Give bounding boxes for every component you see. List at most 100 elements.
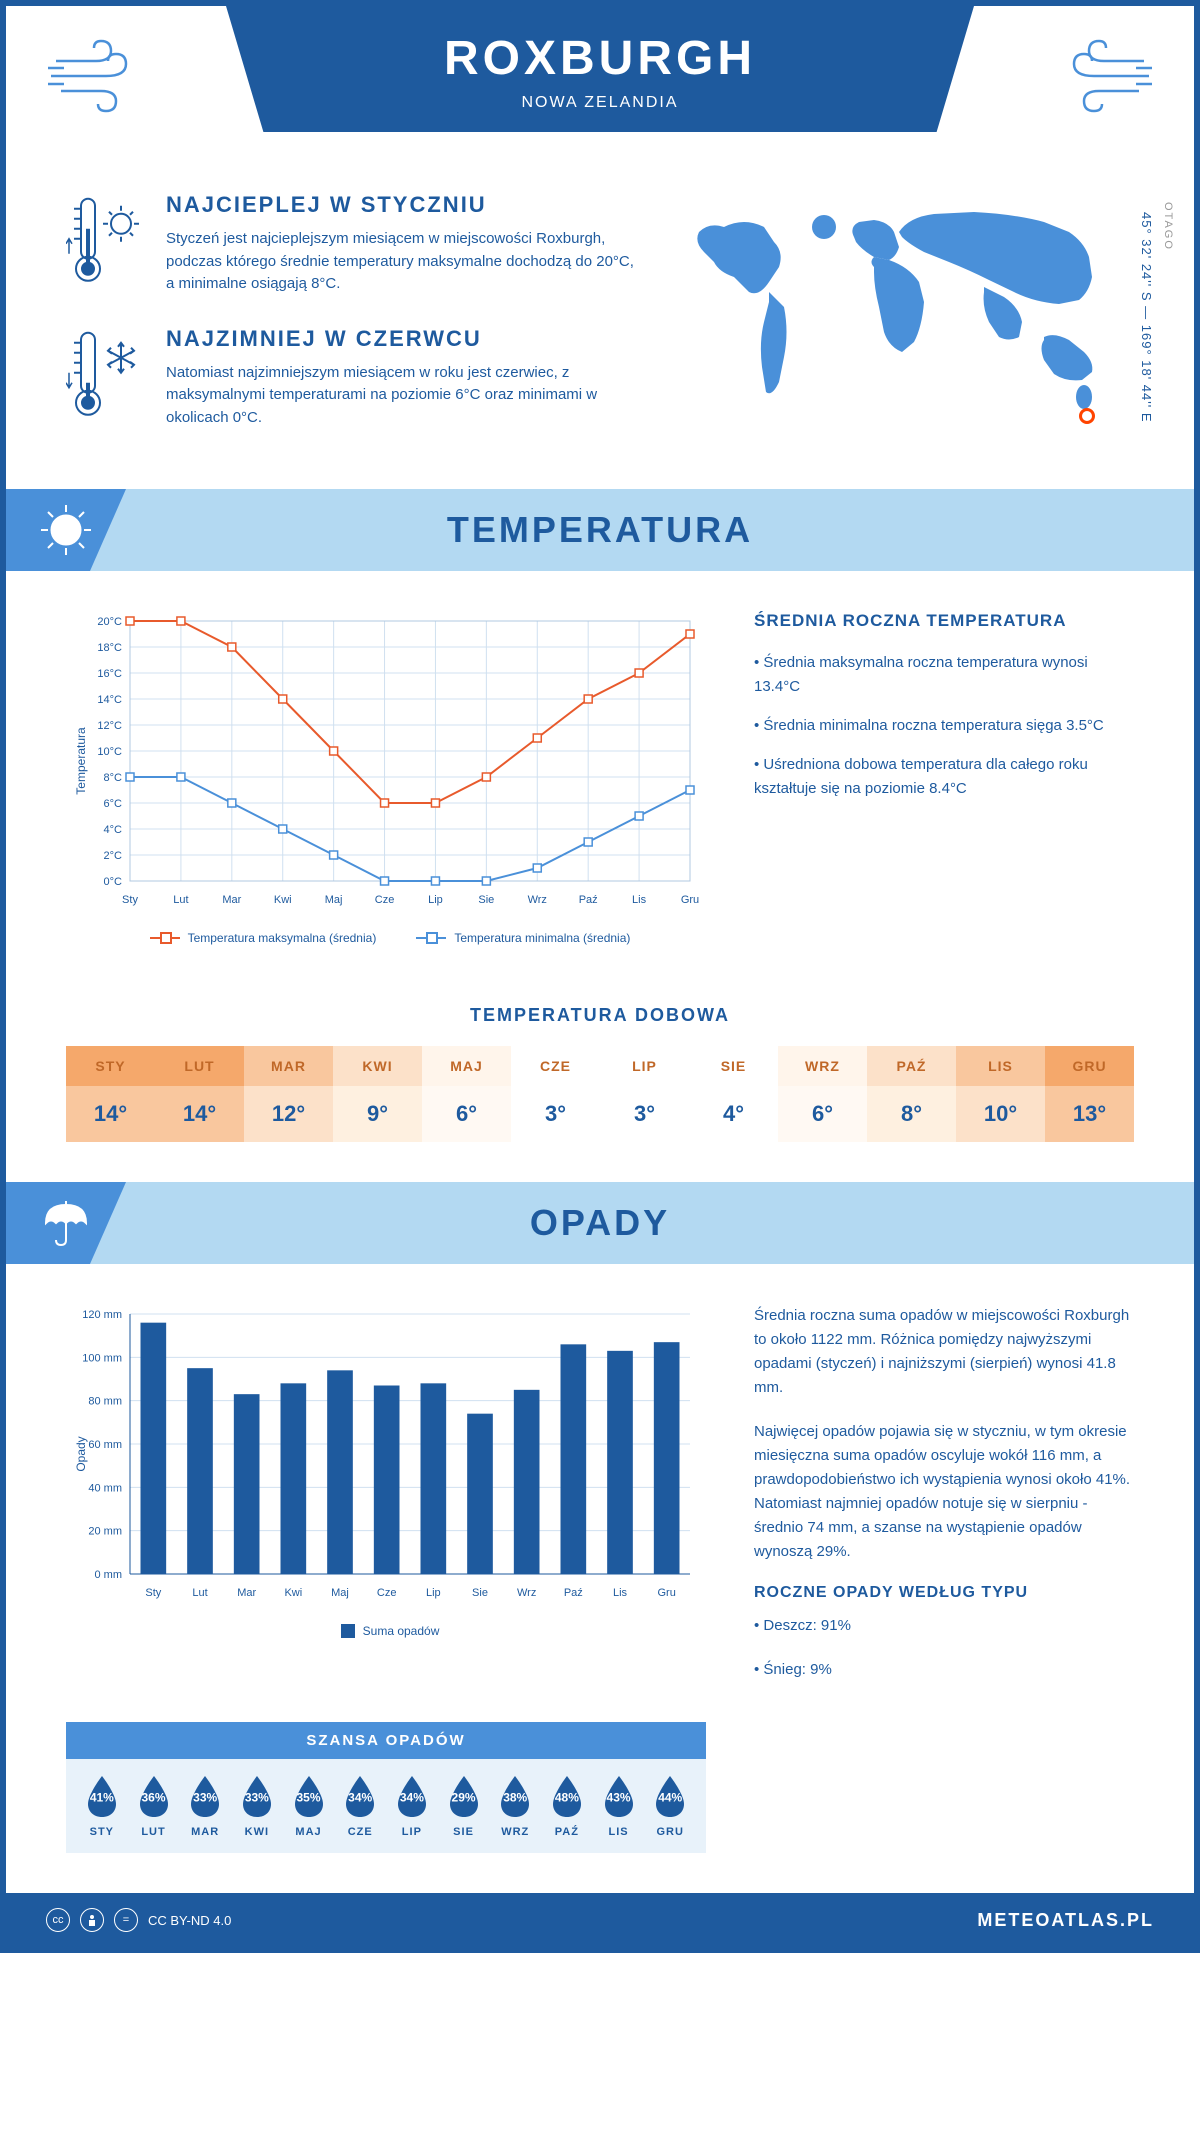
- chance-cell: 38%WRZ: [489, 1774, 541, 1838]
- svg-text:Wrz: Wrz: [528, 894, 547, 906]
- svg-text:Lut: Lut: [173, 894, 188, 906]
- svg-text:Sty: Sty: [145, 1587, 161, 1599]
- site-name: METEOATLAS.PL: [977, 1910, 1154, 1931]
- chance-cell: 29%SIE: [438, 1774, 490, 1838]
- umbrella-icon: [36, 1193, 96, 1253]
- svg-text:Maj: Maj: [325, 894, 343, 906]
- svg-text:Sie: Sie: [472, 1587, 488, 1599]
- daily-cell: WRZ6°: [778, 1046, 867, 1142]
- footer: cc = CC BY-ND 4.0 METEOATLAS.PL: [6, 1893, 1194, 1947]
- daily-cell: LUT14°: [155, 1046, 244, 1142]
- cc-icon: cc: [46, 1908, 70, 1932]
- map-marker: [1079, 408, 1095, 424]
- temperature-chart: 0°C 2°C 4°C 6°C 8°C 10°C 12°C 14°C 16°C 18°C 20°C S…: [66, 611, 714, 945]
- svg-text:120 mm: 120 mm: [82, 1309, 122, 1321]
- svg-text:16°C: 16°C: [97, 668, 122, 680]
- svg-text:20°C: 20°C: [97, 616, 122, 628]
- precipitation-title: OPADY: [530, 1202, 670, 1244]
- svg-text:Kwi: Kwi: [274, 894, 292, 906]
- svg-text:Lis: Lis: [613, 1587, 628, 1599]
- world-map: 45° 32' 24'' S — 169° 18' 44'' E OTAGO: [674, 192, 1134, 459]
- legend-precip: Suma opadów: [341, 1624, 440, 1638]
- chance-cell: 41%STY: [76, 1774, 128, 1838]
- daily-cell: PAŹ8°: [867, 1046, 956, 1142]
- svg-text:6°C: 6°C: [104, 798, 123, 810]
- svg-text:Sty: Sty: [122, 894, 138, 906]
- coordinates: 45° 32' 24'' S — 169° 18' 44'' E: [1139, 212, 1154, 423]
- svg-text:40 mm: 40 mm: [88, 1482, 122, 1494]
- daily-cell: CZE3°: [511, 1046, 600, 1142]
- svg-text:Lip: Lip: [426, 1587, 441, 1599]
- svg-text:Mar: Mar: [222, 894, 241, 906]
- daily-cell: MAR12°: [244, 1046, 333, 1142]
- svg-text:Cze: Cze: [377, 1587, 397, 1599]
- svg-text:4°C: 4°C: [104, 824, 123, 836]
- coldest-title: NAJZIMNIEJ W CZERWCU: [166, 326, 634, 352]
- svg-text:Opady: Opady: [74, 1436, 88, 1471]
- wind-icon-right: [1034, 36, 1154, 116]
- world-map-svg: [674, 192, 1134, 442]
- precipitation-banner: OPADY: [6, 1182, 1194, 1264]
- warmest-block: NAJCIEPLEJ W STYCZNIU Styczeń jest najci…: [66, 192, 634, 296]
- svg-text:12°C: 12°C: [97, 720, 122, 732]
- wind-icon-left: [46, 36, 166, 116]
- license-text: CC BY-ND 4.0: [148, 1913, 231, 1928]
- legend-precip-label: Suma opadów: [363, 1624, 440, 1638]
- chance-cell: 33%MAR: [179, 1774, 231, 1838]
- nd-icon: =: [114, 1908, 138, 1932]
- legend-min-label: Temperatura minimalna (średnia): [454, 931, 630, 945]
- coldest-text: Natomiast najzimniejszym miesiącem w rok…: [166, 362, 634, 430]
- svg-text:60 mm: 60 mm: [88, 1439, 122, 1451]
- precip-summary-p2: Najwięcej opadów pojawia się w styczniu,…: [754, 1420, 1134, 1564]
- svg-text:18°C: 18°C: [97, 642, 122, 654]
- daily-cell: STY14°: [66, 1046, 155, 1142]
- temperature-summary: ŚREDNIA ROCZNA TEMPERATURA • Średnia mak…: [754, 611, 1134, 945]
- daily-temp-table: STY14°LUT14°MAR12°KWI9°MAJ6°CZE3°LIP3°SI…: [66, 1046, 1134, 1142]
- page-title: ROXBURGH: [256, 31, 944, 86]
- daily-cell: KWI9°: [333, 1046, 422, 1142]
- precip-type-title: ROCZNE OPADY WEDŁUG TYPU: [754, 1584, 1134, 1602]
- svg-text:0 mm: 0 mm: [95, 1569, 123, 1581]
- thermometer-sun-icon: [66, 192, 146, 296]
- chance-cell: 43%LIS: [593, 1774, 645, 1838]
- daily-cell: LIP3°: [600, 1046, 689, 1142]
- svg-text:Gru: Gru: [681, 894, 699, 906]
- precipitation-summary: Średnia roczna suma opadów w miejscowośc…: [754, 1304, 1134, 1702]
- svg-text:Maj: Maj: [331, 1587, 349, 1599]
- daily-cell: GRU13°: [1045, 1046, 1134, 1142]
- svg-text:Lut: Lut: [192, 1587, 207, 1599]
- region-label: OTAGO: [1162, 202, 1174, 251]
- by-icon: [80, 1908, 104, 1932]
- chance-cell: 34%CZE: [334, 1774, 386, 1838]
- chance-cell: 35%MAJ: [283, 1774, 335, 1838]
- coldest-block: NAJZIMNIEJ W CZERWCU Natomiast najzimnie…: [66, 326, 634, 430]
- precip-snow: • Śnieg: 9%: [754, 1658, 1134, 1682]
- chance-title: SZANSA OPADÓW: [66, 1722, 706, 1759]
- info-row: NAJCIEPLEJ W STYCZNIU Styczeń jest najci…: [6, 172, 1194, 489]
- svg-text:0°C: 0°C: [104, 876, 123, 888]
- precip-rain: • Deszcz: 91%: [754, 1614, 1134, 1638]
- chance-cell: 44%GRU: [644, 1774, 696, 1838]
- svg-text:10°C: 10°C: [97, 746, 122, 758]
- daily-temp-title: TEMPERATURA DOBOWA: [6, 1005, 1194, 1026]
- sun-icon: [36, 500, 96, 560]
- temp-summary-title: ŚREDNIA ROCZNA TEMPERATURA: [754, 611, 1134, 631]
- header-banner: ROXBURGH NOWA ZELANDIA: [226, 6, 974, 132]
- legend-max: Temperatura maksymalna (średnia): [150, 931, 377, 945]
- svg-text:Sie: Sie: [478, 894, 494, 906]
- svg-text:2°C: 2°C: [104, 850, 123, 862]
- warmest-title: NAJCIEPLEJ W STYCZNIU: [166, 192, 634, 218]
- temperature-banner: TEMPERATURA: [6, 489, 1194, 571]
- svg-text:8°C: 8°C: [104, 772, 123, 784]
- svg-text:Cze: Cze: [375, 894, 395, 906]
- svg-text:14°C: 14°C: [97, 694, 122, 706]
- page-subtitle: NOWA ZELANDIA: [256, 94, 944, 112]
- legend-min: Temperatura minimalna (średnia): [416, 931, 630, 945]
- daily-cell: LIS10°: [956, 1046, 1045, 1142]
- precip-summary-p1: Średnia roczna suma opadów w miejscowośc…: [754, 1304, 1134, 1400]
- svg-text:Temperatura: Temperatura: [74, 727, 88, 795]
- legend-max-label: Temperatura maksymalna (średnia): [188, 931, 377, 945]
- precipitation-chance: SZANSA OPADÓW 41%STY36%LUT33%MAR33%KWI35…: [66, 1722, 706, 1853]
- svg-text:80 mm: 80 mm: [88, 1396, 122, 1408]
- svg-text:20 mm: 20 mm: [88, 1526, 122, 1538]
